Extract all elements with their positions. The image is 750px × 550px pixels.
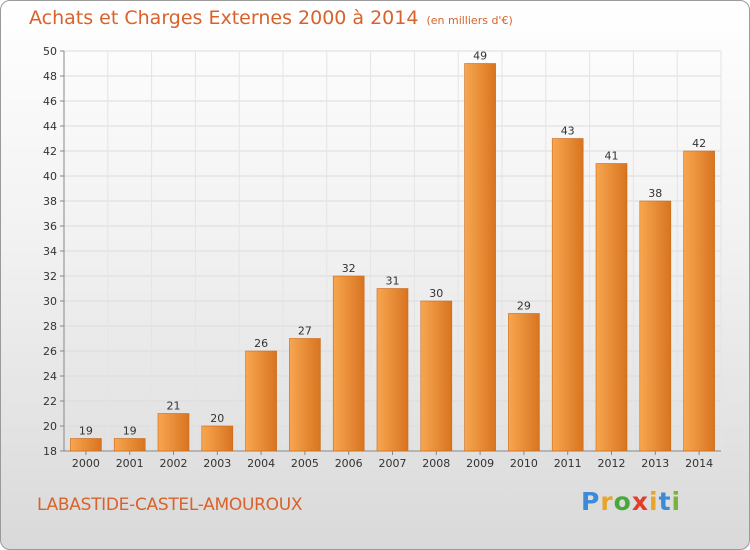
logo-letter: r [600, 487, 614, 516]
y-tick-label: 28 [43, 320, 57, 333]
bar [464, 63, 496, 452]
chart-title-text: Achats et Charges Externes 2000 à 2014 [29, 7, 419, 29]
x-tick-label: 2000 [72, 457, 100, 470]
y-tick-label: 38 [43, 195, 57, 208]
y-tick-label: 22 [43, 395, 57, 408]
y-tick-label: 36 [43, 220, 57, 233]
y-tick-label: 40 [43, 170, 57, 183]
data-label: 19 [79, 425, 93, 438]
x-tick-label: 2001 [116, 457, 144, 470]
labels: 18 20 22 24 26 28 30 32 34 36 38 40 42 44 46 48 50 19 2000… [43, 45, 713, 470]
y-tick-label: 30 [43, 295, 57, 308]
place-name: LABASTIDE-CASTEL-AMOUROUX [37, 495, 303, 515]
bar [245, 350, 277, 452]
data-label: 21 [167, 400, 181, 413]
bar [551, 138, 584, 452]
bar [332, 275, 365, 452]
bar [70, 438, 102, 452]
x-tick-label: 2009 [466, 457, 494, 470]
logo-letter: t [658, 487, 672, 516]
data-label: 27 [298, 325, 312, 338]
x-tick-label: 2007 [379, 457, 407, 470]
y-tick-label: 42 [43, 145, 57, 158]
bar [376, 288, 409, 452]
logo-letter: P [581, 487, 601, 516]
bar [113, 438, 146, 452]
bars [70, 63, 715, 452]
data-label: 49 [473, 50, 487, 63]
data-label: 29 [517, 300, 531, 313]
data-label: 30 [429, 287, 443, 300]
y-tick-label: 18 [43, 445, 57, 458]
x-tick-label: 2003 [203, 457, 231, 470]
x-tick-label: 2004 [247, 457, 275, 470]
chart-title: Achats et Charges Externes 2000 à 2014 (e… [29, 7, 513, 29]
x-tick-label: 2005 [291, 457, 319, 470]
bar [639, 200, 672, 452]
data-label: 41 [605, 150, 619, 163]
y-tick-label: 26 [43, 345, 57, 358]
logo-letter: x [631, 487, 649, 516]
bar [201, 425, 234, 452]
bar [683, 150, 715, 452]
data-label: 19 [123, 425, 137, 438]
y-tick-label: 20 [43, 420, 57, 433]
data-label: 32 [342, 262, 356, 275]
bar [595, 163, 628, 452]
y-tick-label: 48 [43, 70, 57, 83]
x-tick-label: 2010 [510, 457, 538, 470]
x-tick-label: 2008 [422, 457, 450, 470]
x-tick-label: 2014 [685, 457, 713, 470]
y-tick-label: 32 [43, 270, 57, 283]
data-label: 31 [386, 275, 400, 288]
y-tick-label: 24 [43, 370, 57, 383]
proxiti-logo: Proxiti [581, 487, 681, 516]
bar [508, 313, 540, 452]
data-label: 26 [254, 337, 268, 350]
x-tick-label: 2012 [598, 457, 626, 470]
logo-letter: i [649, 487, 659, 516]
x-tick-label: 2006 [335, 457, 363, 470]
data-label: 38 [648, 187, 662, 200]
y-tick-label: 44 [43, 120, 57, 133]
x-tick-label: 2011 [554, 457, 582, 470]
bar [420, 300, 453, 452]
bar [289, 338, 321, 452]
bar [157, 413, 190, 452]
y-tick-label: 34 [43, 245, 57, 258]
x-tick-label: 2002 [160, 457, 188, 470]
chart-unit: (en milliers d'€) [426, 14, 513, 27]
data-label: 42 [692, 137, 706, 150]
x-tick-label: 2013 [641, 457, 669, 470]
data-label: 43 [561, 125, 575, 138]
y-tick-label: 46 [43, 95, 57, 108]
data-label: 20 [210, 412, 224, 425]
y-tick-label: 50 [43, 45, 57, 58]
logo-letter: i [671, 487, 682, 516]
logo-letter: o [613, 487, 632, 516]
